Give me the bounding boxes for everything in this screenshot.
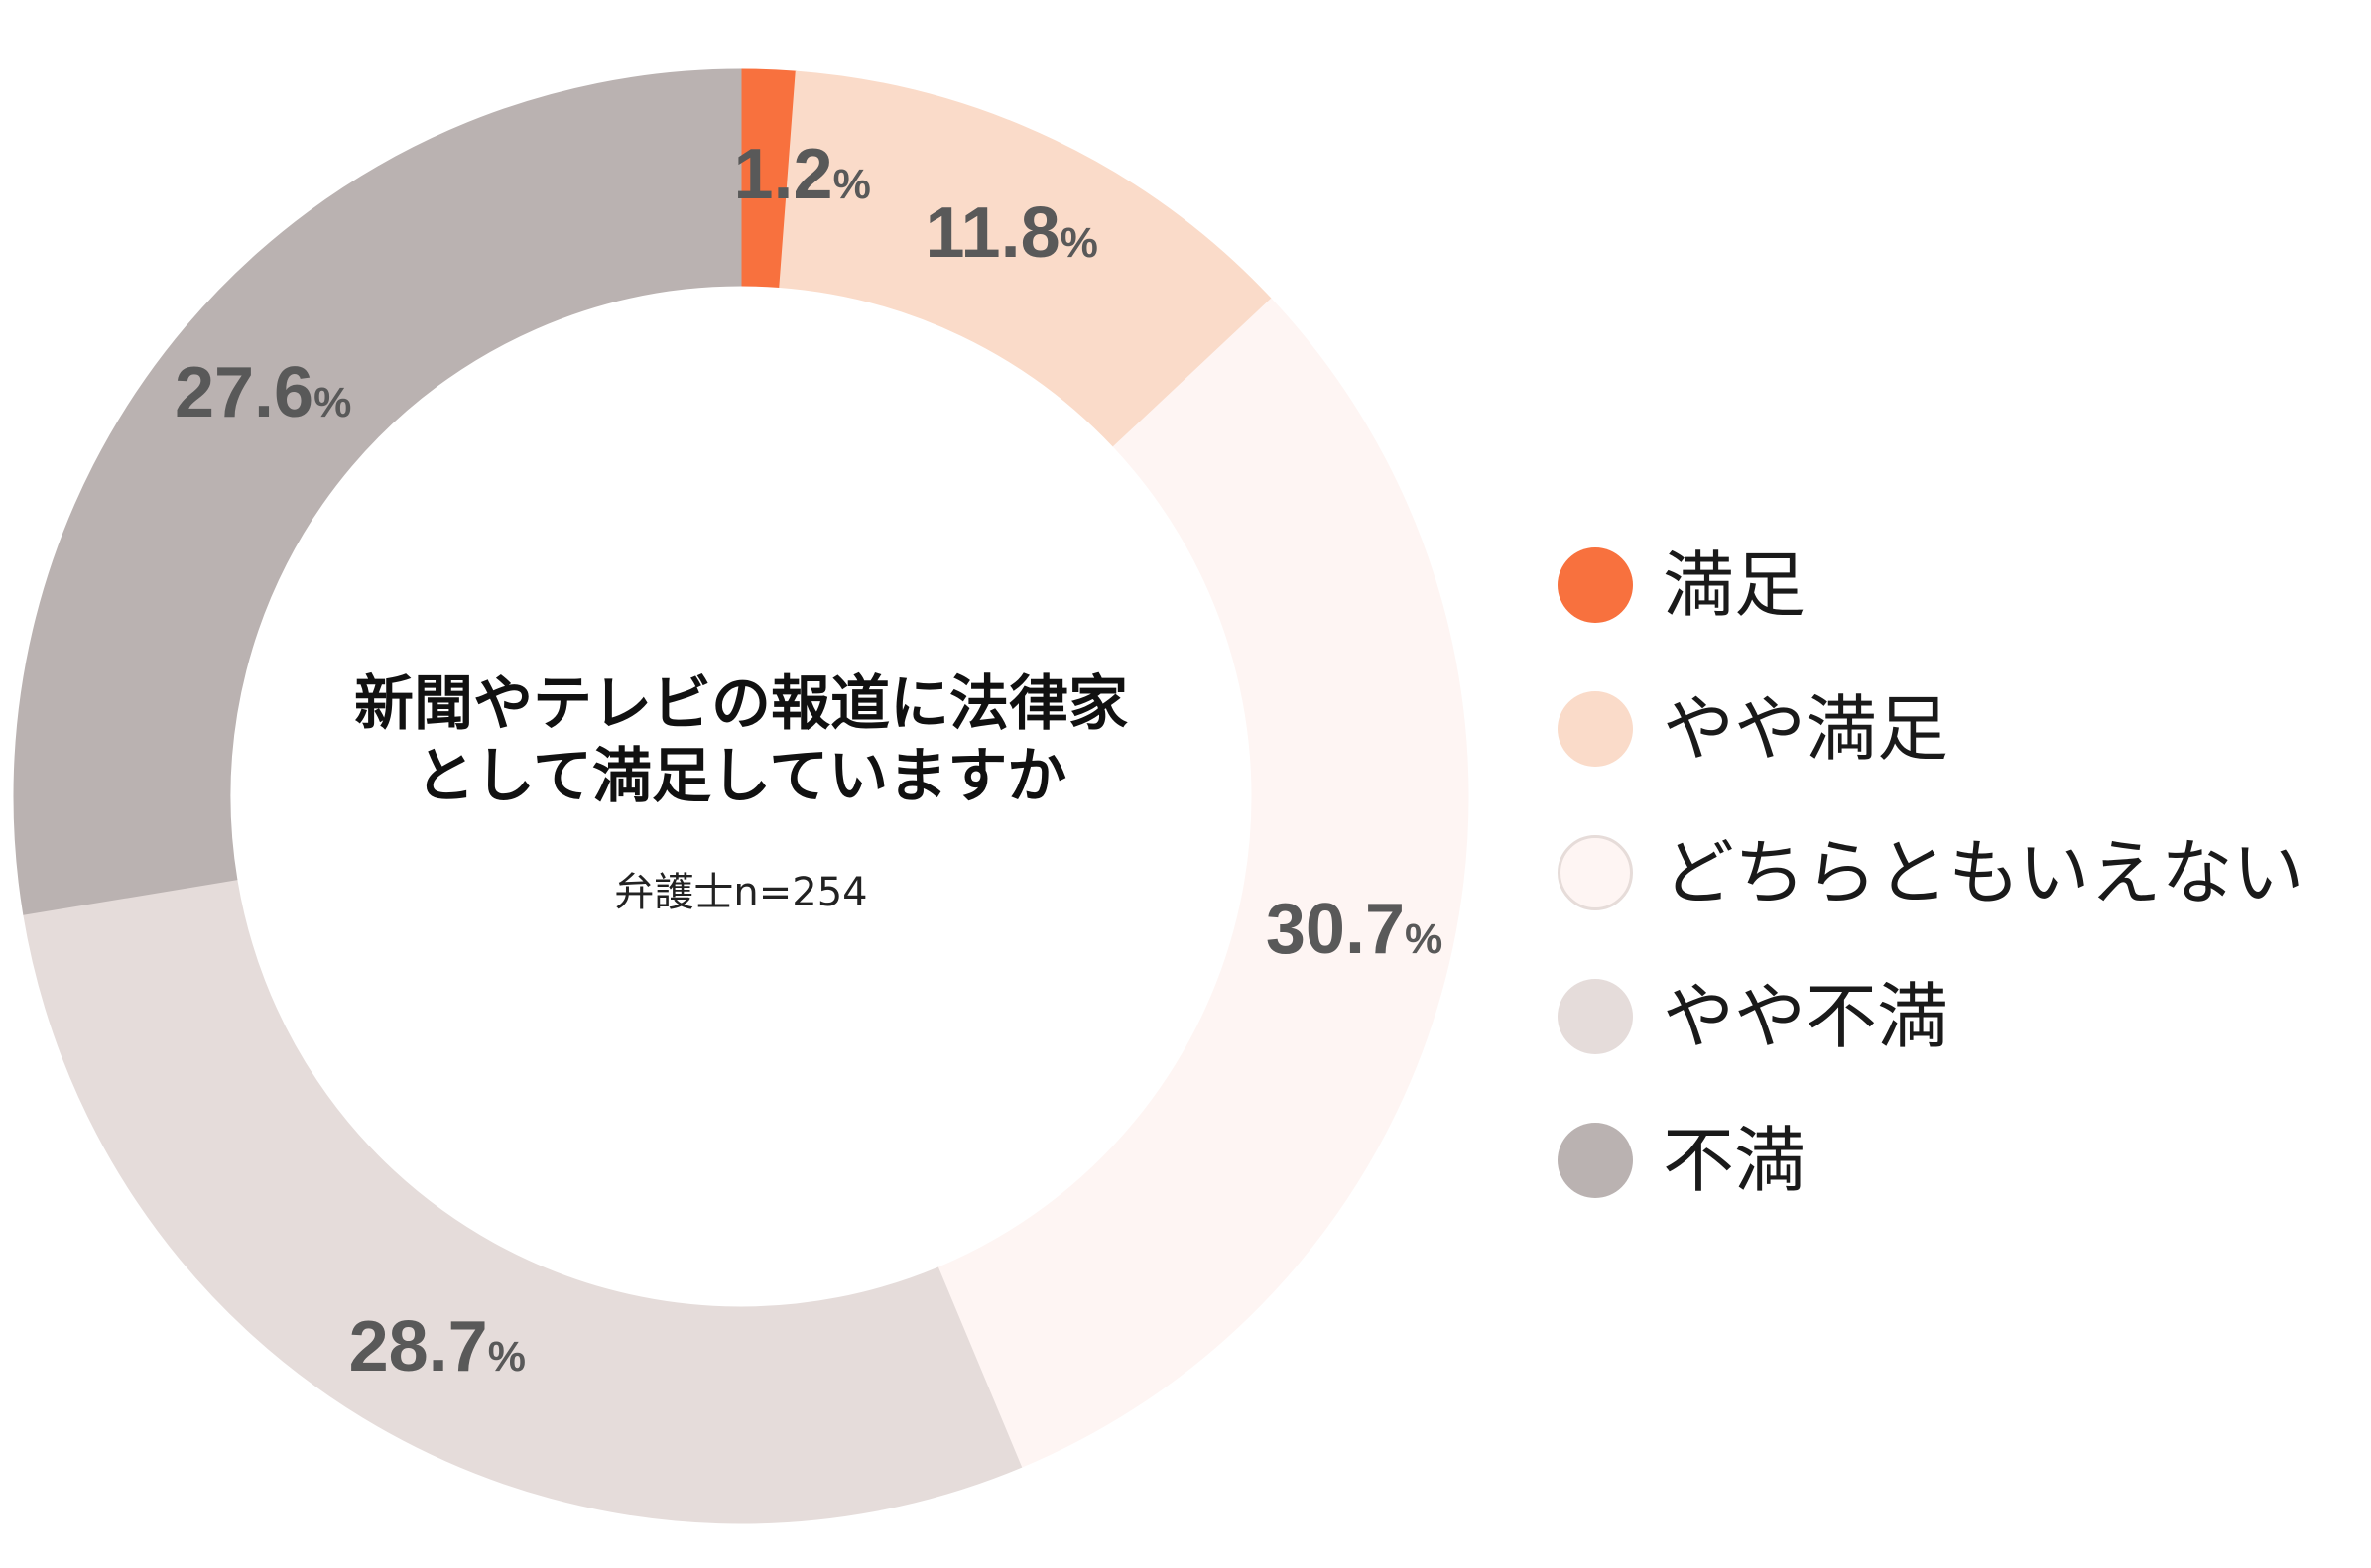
legend-item-somewhat-dissatisfied: やや不満: [1558, 979, 1948, 1054]
donut-slice-somewhat-satisfied: [779, 70, 1273, 448]
donut-slices: [13, 68, 1469, 1524]
percent-label-neutral: 30.7%: [1266, 890, 1442, 969]
percent-value-satisfied: 1.2: [733, 135, 832, 214]
legend-swatch-dissatisfied: [1558, 1123, 1633, 1198]
legend-item-satisfied: 満足: [1558, 547, 1806, 623]
legend-swatch-satisfied: [1558, 547, 1633, 623]
percent-value-dissatisfied: 27.6: [175, 353, 313, 432]
percent-unit: %: [1405, 915, 1442, 963]
donut-chart: 1.2%11.8%30.7%28.7%27.6% 新聞やテレビの報道に法律家 と…: [13, 68, 1469, 1524]
donut-slice-neutral: [936, 298, 1469, 1468]
legend-label-neutral: どちらともいえない: [1663, 831, 2305, 914]
percent-label-satisfied: 1.2%: [733, 135, 870, 214]
percent-labels: 1.2%11.8%30.7%28.7%27.6%: [175, 135, 1442, 1387]
percent-value-somewhat-satisfied: 11.8: [925, 193, 1060, 273]
legend-swatch-somewhat-dissatisfied: [1558, 979, 1633, 1054]
percent-unit: %: [833, 161, 871, 208]
donut-slice-somewhat-dissatisfied: [23, 879, 1023, 1524]
legend-item-somewhat-satisfied: やや満足: [1558, 691, 1948, 767]
legend-swatch-neutral: [1558, 835, 1633, 910]
percent-value-neutral: 30.7: [1266, 890, 1405, 969]
percent-value-somewhat-dissatisfied: 28.7: [349, 1307, 488, 1387]
legend-item-neutral: どちらともいえない: [1558, 835, 2305, 910]
legend-label-somewhat-satisfied: やや満足: [1663, 687, 1949, 771]
legend-label-dissatisfied: 不満: [1663, 1119, 1807, 1202]
legend-label-satisfied: 満足: [1663, 543, 1807, 627]
percent-label-somewhat-dissatisfied: 28.7%: [349, 1307, 526, 1387]
percent-unit: %: [313, 379, 351, 426]
legend-swatch-somewhat-satisfied: [1558, 691, 1633, 767]
percent-label-somewhat-satisfied: 11.8%: [925, 193, 1097, 273]
percent-unit: %: [1061, 219, 1098, 267]
legend-item-dissatisfied: 不満: [1558, 1123, 1806, 1198]
percent-label-dissatisfied: 27.6%: [175, 353, 351, 432]
chart-legend: 満足 やや満足 どちらともいえない やや不満 不満: [1558, 547, 2361, 1202]
legend-label-somewhat-dissatisfied: やや不満: [1663, 975, 1949, 1058]
donut-slice-dissatisfied: [13, 68, 742, 915]
sample-size-label: 弁護士n=254: [614, 870, 867, 915]
chart-title-line-2: として満足していますか: [416, 742, 1066, 811]
chart-title-line-1: 新聞やテレビの報道に法律家: [354, 669, 1128, 739]
percent-unit: %: [488, 1333, 526, 1381]
